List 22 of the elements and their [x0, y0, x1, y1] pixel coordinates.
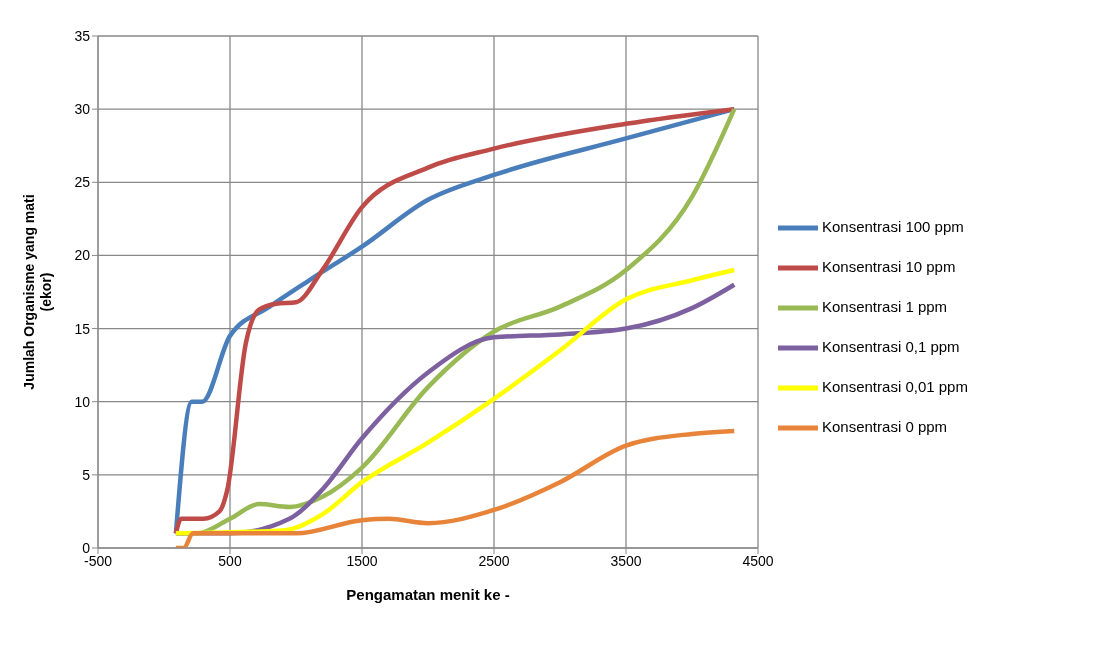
x-tick-label: 4500: [742, 552, 774, 569]
y-tick-label: 10: [74, 393, 91, 410]
x-tick-label: 2500: [478, 552, 510, 569]
y-tick-label: 30: [74, 101, 91, 118]
y-tick-label: 35: [74, 27, 91, 44]
legend-label: Konsentrasi 100 ppm: [822, 217, 964, 235]
legend-label: Konsentrasi 0,01 ppm: [822, 377, 968, 395]
y-tick-label: 20: [74, 247, 91, 264]
x-tick-label: 3500: [610, 552, 642, 569]
legend-label: Konsentrasi 1 ppm: [822, 297, 948, 315]
y-tick-label: 25: [74, 174, 91, 191]
legend-label: Konsentrasi 0,1 ppm: [822, 337, 960, 355]
legend-label: Konsentrasi 0 ppm: [822, 417, 948, 435]
x-tick-label: 500: [218, 552, 242, 569]
line-series: [173, 428, 737, 548]
x-tick-label: 1500: [346, 552, 378, 569]
line-series: [173, 106, 737, 536]
x-axis-title: Pengamatan menit ke -: [346, 586, 510, 603]
y-tick-label: 15: [74, 320, 91, 337]
legend-label: Konsentrasi 10 ppm: [822, 257, 956, 275]
y-tick-label: 5: [82, 466, 91, 483]
y-axis-title: Jumlah Organisme yang mati (ekor): [21, 194, 54, 390]
